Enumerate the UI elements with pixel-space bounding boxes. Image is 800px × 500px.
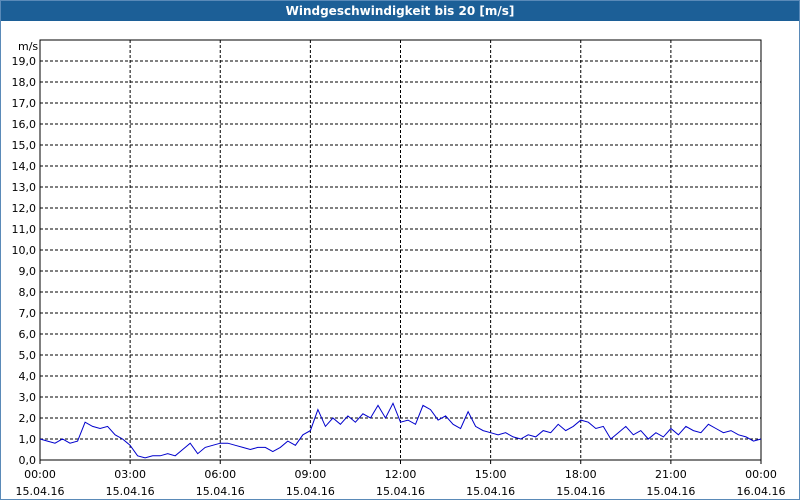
- y-tick-label: 13,0: [12, 181, 37, 194]
- y-tick-label: 5,0: [19, 349, 37, 362]
- series-line: [39, 402, 762, 459]
- y-tick-label: 6,0: [19, 328, 37, 341]
- y-tick-label: 10,0: [12, 244, 37, 257]
- x-tick-labels: 00:00 15.04.16 03:00 15.04.16 06:00 15.04.16 0…: [16, 468, 786, 498]
- y-tick-labels: 0,0 1,0 2,0 3,0 4,0 5,0 6,0 7,0 8,0 9,0 10,0 11,0 12…: [12, 55, 37, 467]
- y-tick-label: 18,0: [12, 76, 37, 89]
- y-tick-label: 16,0: [12, 118, 37, 131]
- grid: [39, 40, 762, 464]
- x-tick-time: 21:00: [655, 468, 687, 481]
- y-tick-label: 1,0: [19, 433, 37, 446]
- x-tick-time: 18:00: [565, 468, 597, 481]
- x-tick-date: 15.04.16: [286, 485, 335, 498]
- y-tick-label: 8,0: [19, 286, 37, 299]
- x-tick-date: 16.04.16: [737, 485, 786, 498]
- x-tick-date: 15.04.16: [646, 485, 695, 498]
- x-tick-time: 09:00: [295, 468, 327, 481]
- x-tick-date: 15.04.16: [556, 485, 605, 498]
- x-tick-date: 15.04.16: [466, 485, 515, 498]
- x-tick-time: 00:00: [24, 468, 56, 481]
- plot-area: [39, 39, 762, 461]
- y-tick-label: 7,0: [19, 307, 37, 320]
- x-tick-time: 06:00: [204, 468, 236, 481]
- y-tick-label: 0,0: [19, 454, 37, 467]
- x-tick-time: 03:00: [114, 468, 146, 481]
- x-tick-date: 15.04.16: [376, 485, 425, 498]
- y-axis-label: m/s: [18, 40, 38, 53]
- y-tick-label: 3,0: [19, 391, 37, 404]
- y-tick-label: 2,0: [19, 412, 37, 425]
- y-tick-label: 12,0: [12, 202, 37, 215]
- x-tick-date: 15.04.16: [196, 485, 245, 498]
- y-tick-label: 11,0: [12, 223, 37, 236]
- y-tick-label: 14,0: [12, 160, 37, 173]
- series-group: [39, 402, 762, 459]
- y-tick-label: 15,0: [12, 139, 37, 152]
- chart-title: Windgeschwindigkeit bis 20 [m/s]: [1, 1, 799, 21]
- x-tick-time: 12:00: [385, 468, 417, 481]
- y-tick-label: 17,0: [12, 97, 37, 110]
- x-tick-time: 00:00: [745, 468, 777, 481]
- x-tick-date: 15.04.16: [106, 485, 155, 498]
- x-tick-date: 15.04.16: [16, 485, 65, 498]
- y-tick-label: 9,0: [19, 265, 37, 278]
- y-tick-label: 19,0: [12, 55, 37, 68]
- x-tick-time: 15:00: [475, 468, 507, 481]
- y-tick-label: 4,0: [19, 370, 37, 383]
